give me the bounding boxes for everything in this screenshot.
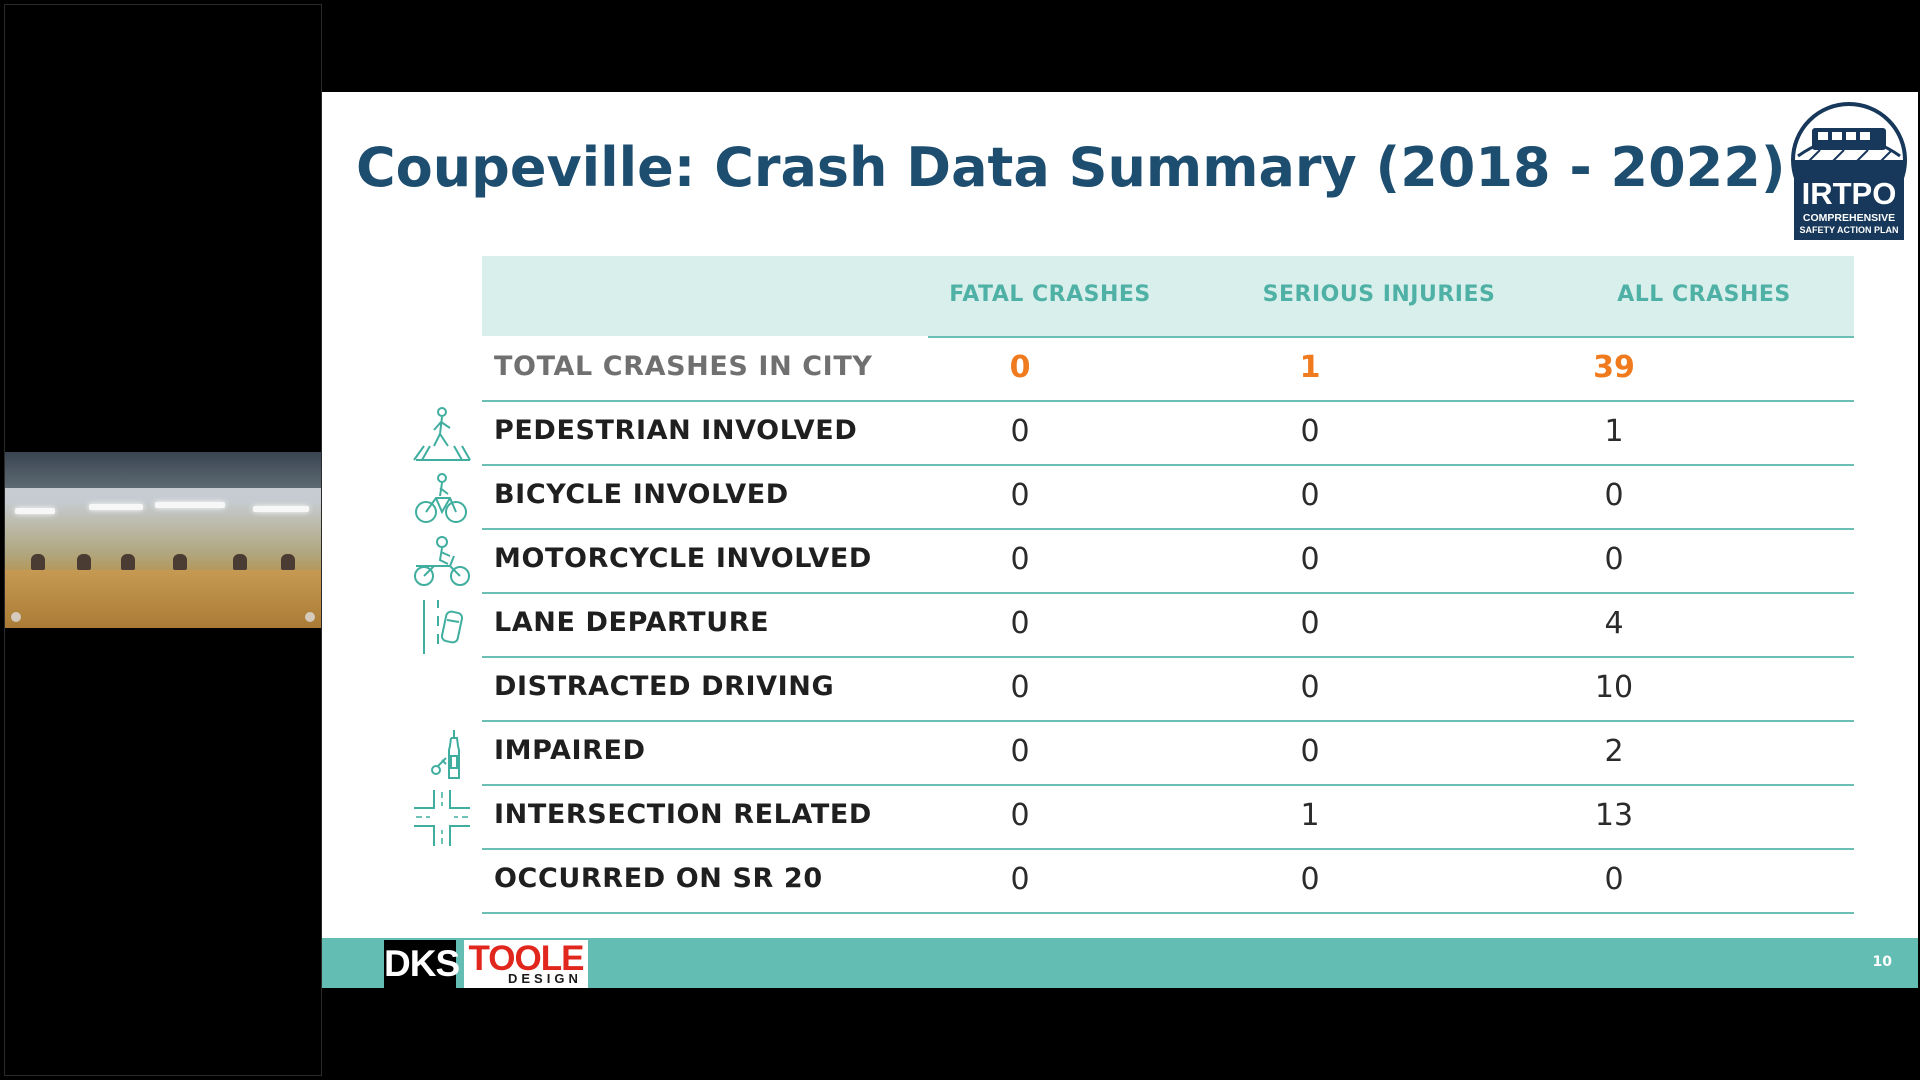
fatal-value: 0 — [1010, 862, 1030, 897]
table-row: INTERSECTION RELATED 0 1 13 — [414, 786, 1854, 850]
toole-design-logo: TOOLE DESIGN — [464, 939, 588, 988]
video-feed-council-chamber[interactable] — [5, 452, 321, 628]
serious-value: 0 — [1300, 862, 1320, 897]
all-value: 1 — [1604, 414, 1624, 449]
all-value: 0 — [1604, 862, 1624, 897]
header-band — [482, 256, 1854, 336]
fatal-value: 0 — [1010, 606, 1030, 641]
row-label: MOTORCYCLE INVOLVED — [494, 543, 872, 574]
ceiling-light — [155, 502, 225, 508]
table-row: DISTRACTED DRIVING 0 0 10 — [482, 658, 1854, 722]
all-value: 2 — [1604, 734, 1624, 769]
irtpo-logo: IRTPO COMPREHENSIVE SAFETY ACTION PLAN — [1788, 100, 1910, 242]
row-label: TOTAL CRASHES IN CITY — [494, 351, 873, 382]
table-row: TOTAL CRASHES IN CITY 0 1 39 — [482, 338, 1854, 402]
video-status-icon — [11, 612, 21, 622]
all-value: 13 — [1594, 798, 1634, 833]
video-wall — [5, 452, 321, 488]
serious-value: 0 — [1300, 542, 1320, 577]
column-header-fatal: FATAL CRASHES — [949, 282, 1151, 307]
intersection-icon — [410, 790, 474, 846]
person — [31, 554, 45, 570]
slide-footer — [322, 938, 1918, 988]
svg-text:SAFETY ACTION PLAN: SAFETY ACTION PLAN — [1799, 225, 1898, 235]
ceiling-light — [15, 508, 55, 514]
fatal-value: 0 — [1010, 414, 1030, 449]
table-row: LANE DEPARTURE 0 0 4 — [423, 594, 1854, 658]
serious-value: 0 — [1300, 670, 1320, 705]
column-header-serious: SERIOUS INJURIES — [1262, 282, 1496, 307]
fatal-value: 0 — [1010, 670, 1030, 705]
all-value: 0 — [1604, 542, 1624, 577]
bicycle-icon — [410, 470, 474, 526]
all-value: 10 — [1594, 670, 1634, 705]
toole-wordmark: TOOLE — [468, 939, 585, 978]
serious-value: 0 — [1300, 414, 1320, 449]
fatal-value: 0 — [1010, 478, 1030, 513]
row-label: BICYCLE INVOLVED — [494, 479, 789, 510]
slide-title: Coupeville: Crash Data Summary (2018 - 2… — [356, 136, 1786, 199]
motorcycle-icon — [410, 534, 474, 590]
table-row: BICYCLE INVOLVED 0 0 0 — [415, 466, 1854, 530]
header-divider — [928, 336, 1854, 338]
serious-value: 0 — [1300, 734, 1320, 769]
column-header-all: ALL CRASHES — [1617, 282, 1791, 307]
fatal-value: 0 — [1009, 350, 1031, 385]
person — [281, 554, 295, 570]
table-row: IMPAIRED 0 0 2 — [431, 722, 1854, 786]
table-header-row: FATAL CRASHES SERIOUS INJURIES ALL CRASH… — [482, 256, 1854, 338]
serious-value: 0 — [1300, 606, 1320, 641]
person — [173, 554, 187, 570]
lane-departure-icon — [410, 598, 474, 654]
serious-value: 1 — [1299, 350, 1321, 385]
table-row: PEDESTRIAN INVOLVED 0 0 1 — [413, 402, 1854, 466]
serious-value: 0 — [1300, 478, 1320, 513]
slide-page-number: 10 — [1872, 954, 1892, 970]
svg-text:COMPREHENSIVE: COMPREHENSIVE — [1803, 212, 1895, 224]
council-desk — [5, 570, 321, 628]
impaired-icon — [410, 726, 474, 782]
toole-subtitle: DESIGN — [508, 971, 582, 986]
row-label: DISTRACTED DRIVING — [494, 671, 835, 702]
person — [121, 554, 135, 570]
all-value: 4 — [1604, 606, 1624, 641]
person — [77, 554, 91, 570]
all-value: 39 — [1593, 350, 1635, 385]
row-label: INTERSECTION RELATED — [494, 799, 872, 830]
fatal-value: 0 — [1010, 734, 1030, 769]
person — [233, 554, 247, 570]
table-row: MOTORCYCLE INVOLVED 0 0 0 — [414, 530, 1854, 594]
all-value: 0 — [1604, 478, 1624, 513]
row-label: IMPAIRED — [494, 735, 646, 766]
svg-text:IRTPO: IRTPO — [1802, 176, 1897, 211]
serious-value: 1 — [1300, 798, 1320, 833]
fatal-value: 0 — [1010, 798, 1030, 833]
ceiling-light — [253, 506, 309, 512]
row-label: LANE DEPARTURE — [494, 607, 770, 638]
ceiling-light — [89, 504, 143, 510]
row-label: PEDESTRIAN INVOLVED — [494, 415, 858, 446]
dks-logo: DKS — [384, 940, 460, 988]
crash-data-table: FATAL CRASHES SERIOUS INJURIES ALL CRASH… — [413, 256, 1854, 914]
presentation-slide: Coupeville: Crash Data Summary (2018 - 2… — [322, 92, 1918, 988]
fatal-value: 0 — [1010, 542, 1030, 577]
table-row: OCCURRED ON SR 20 0 0 0 — [482, 850, 1854, 914]
row-label: OCCURRED ON SR 20 — [494, 863, 823, 894]
pedestrian-icon — [410, 406, 474, 462]
video-options-icon[interactable] — [305, 612, 315, 622]
